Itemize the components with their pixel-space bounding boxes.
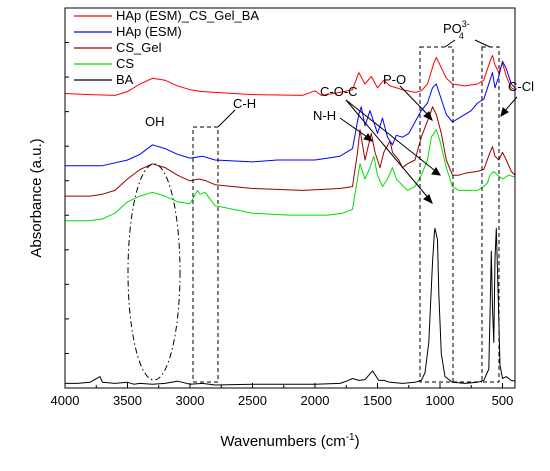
- series-line-ba: [65, 227, 516, 386]
- x-axis-ticks: 4000 3500 3000 2500 2000 1500 1000 500: [51, 383, 514, 408]
- ccl-arrowhead: [500, 107, 509, 118]
- po-label: P-O: [383, 72, 406, 87]
- nh-arrow: [339, 117, 371, 140]
- x-axis-title: Wavenumbers (cm-1): [220, 432, 359, 450]
- x-tick-label: 1500: [363, 393, 392, 408]
- annotations: [127, 39, 518, 383]
- x-axis-title-close: ): [355, 433, 360, 450]
- legend-label: HAp (ESM)_CS_Gel_BA: [116, 8, 259, 23]
- x-tick-label: 500: [492, 393, 514, 408]
- legend-label: BA: [116, 72, 134, 87]
- annotation-labels: OH C-H N-H C-O-C P-O PO3- 4 C-Cl: [145, 19, 534, 129]
- x-tick-label: 4000: [51, 393, 80, 408]
- x-tick-label: 3000: [176, 393, 205, 408]
- series-line-cs-gel: [65, 106, 516, 197]
- x-tick-label: 2000: [301, 393, 330, 408]
- series-line-hap-esm-cs-gel-ba: [64, 55, 516, 96]
- arrows: [339, 85, 518, 205]
- nh-label: N-H: [313, 108, 336, 123]
- y-axis-title: Absorbance (a.u.): [28, 138, 45, 257]
- coc-label: C-O-C: [320, 84, 358, 99]
- coc-arrowhead-2: [431, 167, 441, 176]
- x-axis-title-superscript: -1: [346, 432, 355, 443]
- legend-label: HAp (ESM): [116, 24, 182, 39]
- ch-pointer-line: [217, 109, 236, 128]
- po4-label-subscript: 4: [459, 31, 464, 41]
- legend-label: CS_Gel: [116, 40, 162, 55]
- nh-arrowhead: [363, 133, 374, 142]
- po4-label-superscript: 3-: [462, 19, 470, 29]
- coc-arrow-1: [345, 99, 431, 201]
- x-axis-title-main: Wavenumbers (cm: [220, 433, 345, 450]
- series-line-cs: [65, 129, 516, 222]
- po-arrow: [399, 85, 431, 118]
- plot-frame: [64, 7, 516, 389]
- x-tick-label: 2500: [238, 393, 267, 408]
- legend-label: CS: [116, 56, 134, 71]
- po4-label: PO3- 4: [443, 19, 470, 41]
- ch-label: C-H: [233, 96, 256, 111]
- ch-dashed-box: [192, 126, 219, 383]
- po4-label-main: PO: [443, 21, 462, 36]
- y-axis-ticks: [65, 42, 69, 354]
- oh-label: OH: [145, 114, 165, 129]
- oh-dashdot-ellipse: [127, 163, 181, 381]
- ccl-region-dashed-box: [481, 46, 500, 383]
- po-dashed-box: [419, 46, 454, 383]
- x-tick-label: 3500: [113, 393, 142, 408]
- po4-pointer-left: [444, 39, 456, 48]
- ccl-label: C-Cl: [508, 79, 534, 94]
- po-arrowhead: [423, 111, 433, 122]
- x-tick-label: 1000: [426, 393, 455, 408]
- coc-arrow-2: [345, 99, 439, 174]
- coc-arrowhead-1: [423, 194, 433, 205]
- plot-layer: [64, 55, 516, 386]
- po4-pointer-right: [474, 39, 491, 48]
- series-line-hap-esm: [65, 60, 516, 167]
